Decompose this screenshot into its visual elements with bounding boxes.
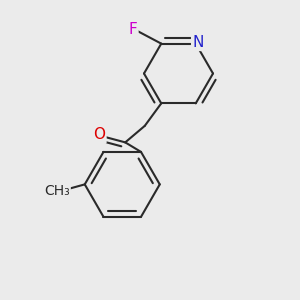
Text: CH₃: CH₃: [44, 184, 70, 198]
Text: N: N: [193, 34, 204, 50]
Text: O: O: [93, 128, 105, 142]
Text: F: F: [128, 22, 137, 37]
